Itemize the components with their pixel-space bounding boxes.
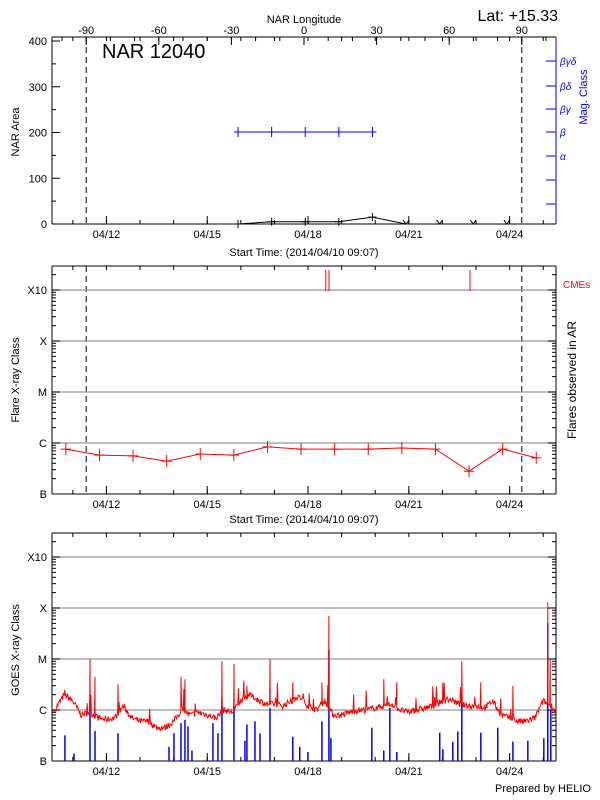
p3-tick-label: 04/18 [294,766,322,778]
p1-ytick-label: 200 [29,128,47,140]
flare-point [396,441,407,454]
mag-class-point [368,127,377,137]
p1-ytick-label: 100 [29,173,47,185]
p3-ytick-label: B [40,756,47,768]
area-point [267,217,276,226]
p2-ytick-label: X [40,336,48,348]
p3-tick-label: 04/15 [193,766,221,778]
flare-point [228,449,239,462]
lon-tick-label: -90 [78,25,94,37]
mag-class-point [334,127,343,137]
lon-tick-label: 0 [301,25,307,37]
p2-tick-label: 04/15 [193,499,221,511]
lon-tick-label: 90 [516,25,528,37]
region-title: NAR 12040 [102,41,205,63]
p2-tick-label: 04/24 [496,499,524,511]
p1-xlabel: Start Time: (2014/04/10 09:07) [229,247,378,259]
area-point [334,217,343,226]
area-line [238,216,407,225]
mag-class-tick-label: βδ [559,82,572,93]
flare-point [531,451,542,464]
p3-tick-label: 04/21 [395,766,423,778]
flare-point [60,443,71,456]
p1-ytick-label: 400 [29,36,47,48]
p1-tick-label: 04/12 [93,229,121,241]
p3-tick-label: 04/12 [93,766,121,778]
p1-tick-label: 04/18 [294,229,322,241]
lon-tick-label: 30 [370,25,382,37]
p1-ytick-label: 0 [41,219,47,231]
mag-class-tick-label: βγδ [559,57,577,68]
top-axis-title: NAR Longitude [267,14,342,26]
p1-tick-label: 04/24 [496,229,524,241]
p2-tick-label: 04/12 [93,499,121,511]
flare-point [296,443,307,456]
flare-point [161,455,172,468]
mag-class-point [301,127,310,137]
area-point [234,220,243,228]
lon-tick-label: -60 [151,25,167,37]
flare-point [128,449,139,462]
p3-tick-label: 04/24 [496,766,524,778]
p2-tick-label: 04/21 [395,499,423,511]
p3-ytick-label: X10 [27,552,47,564]
p3-ytick-label: X [40,603,48,615]
p2-ytick-label: M [38,387,47,399]
mag-class-tick-label: α [560,152,566,163]
p2-ylabel: Flare X-ray Class [10,337,22,422]
flare-point [363,443,374,456]
mag-class-point [267,127,276,137]
footer-credit: Prepared by HELIO [495,783,591,795]
p3-ylabel: GOES X-ray Class [10,604,22,696]
area-point [301,217,310,226]
flare-point [497,443,508,456]
p2-ytick-label: X10 [27,285,47,297]
area-point [402,219,410,225]
p1-tick-label: 04/15 [193,229,221,241]
flare-point [195,447,206,460]
p1-tick-label: 04/21 [395,229,423,241]
mag-class-tick-label: βγ [559,105,572,116]
flare-point [329,443,340,456]
p3-ytick-label: C [39,705,47,717]
flare-point [262,440,273,453]
mag-class-point [234,127,243,137]
goes-flux-line [52,602,557,732]
cme-label: CMEs [563,280,590,291]
flare-point [430,443,441,456]
p1-ytick-label: 300 [29,82,47,94]
area-point [503,219,511,225]
area-point [436,219,444,225]
p2-ytick-label: C [39,438,47,450]
flare-point [94,449,105,462]
latitude-label: Lat: +15.33 [477,8,558,25]
area-point [469,219,477,225]
p3-ytick-label: M [38,654,47,666]
p2-right-label: Flares observed in AR [565,321,579,439]
area-point [368,213,377,222]
p1-ylabel: NAR Area [10,107,22,157]
p2-xlabel: Start Time: (2014/04/10 09:07) [229,514,378,526]
p2-ytick-label: B [40,489,47,501]
p2-tick-label: 04/18 [294,499,322,511]
mag-class-tick-label: β [559,128,566,139]
p1-right-label: Mag. Class [578,69,590,125]
lon-tick-label: -30 [223,25,239,37]
flare-point [464,465,475,478]
lon-tick-label: 60 [443,25,455,37]
